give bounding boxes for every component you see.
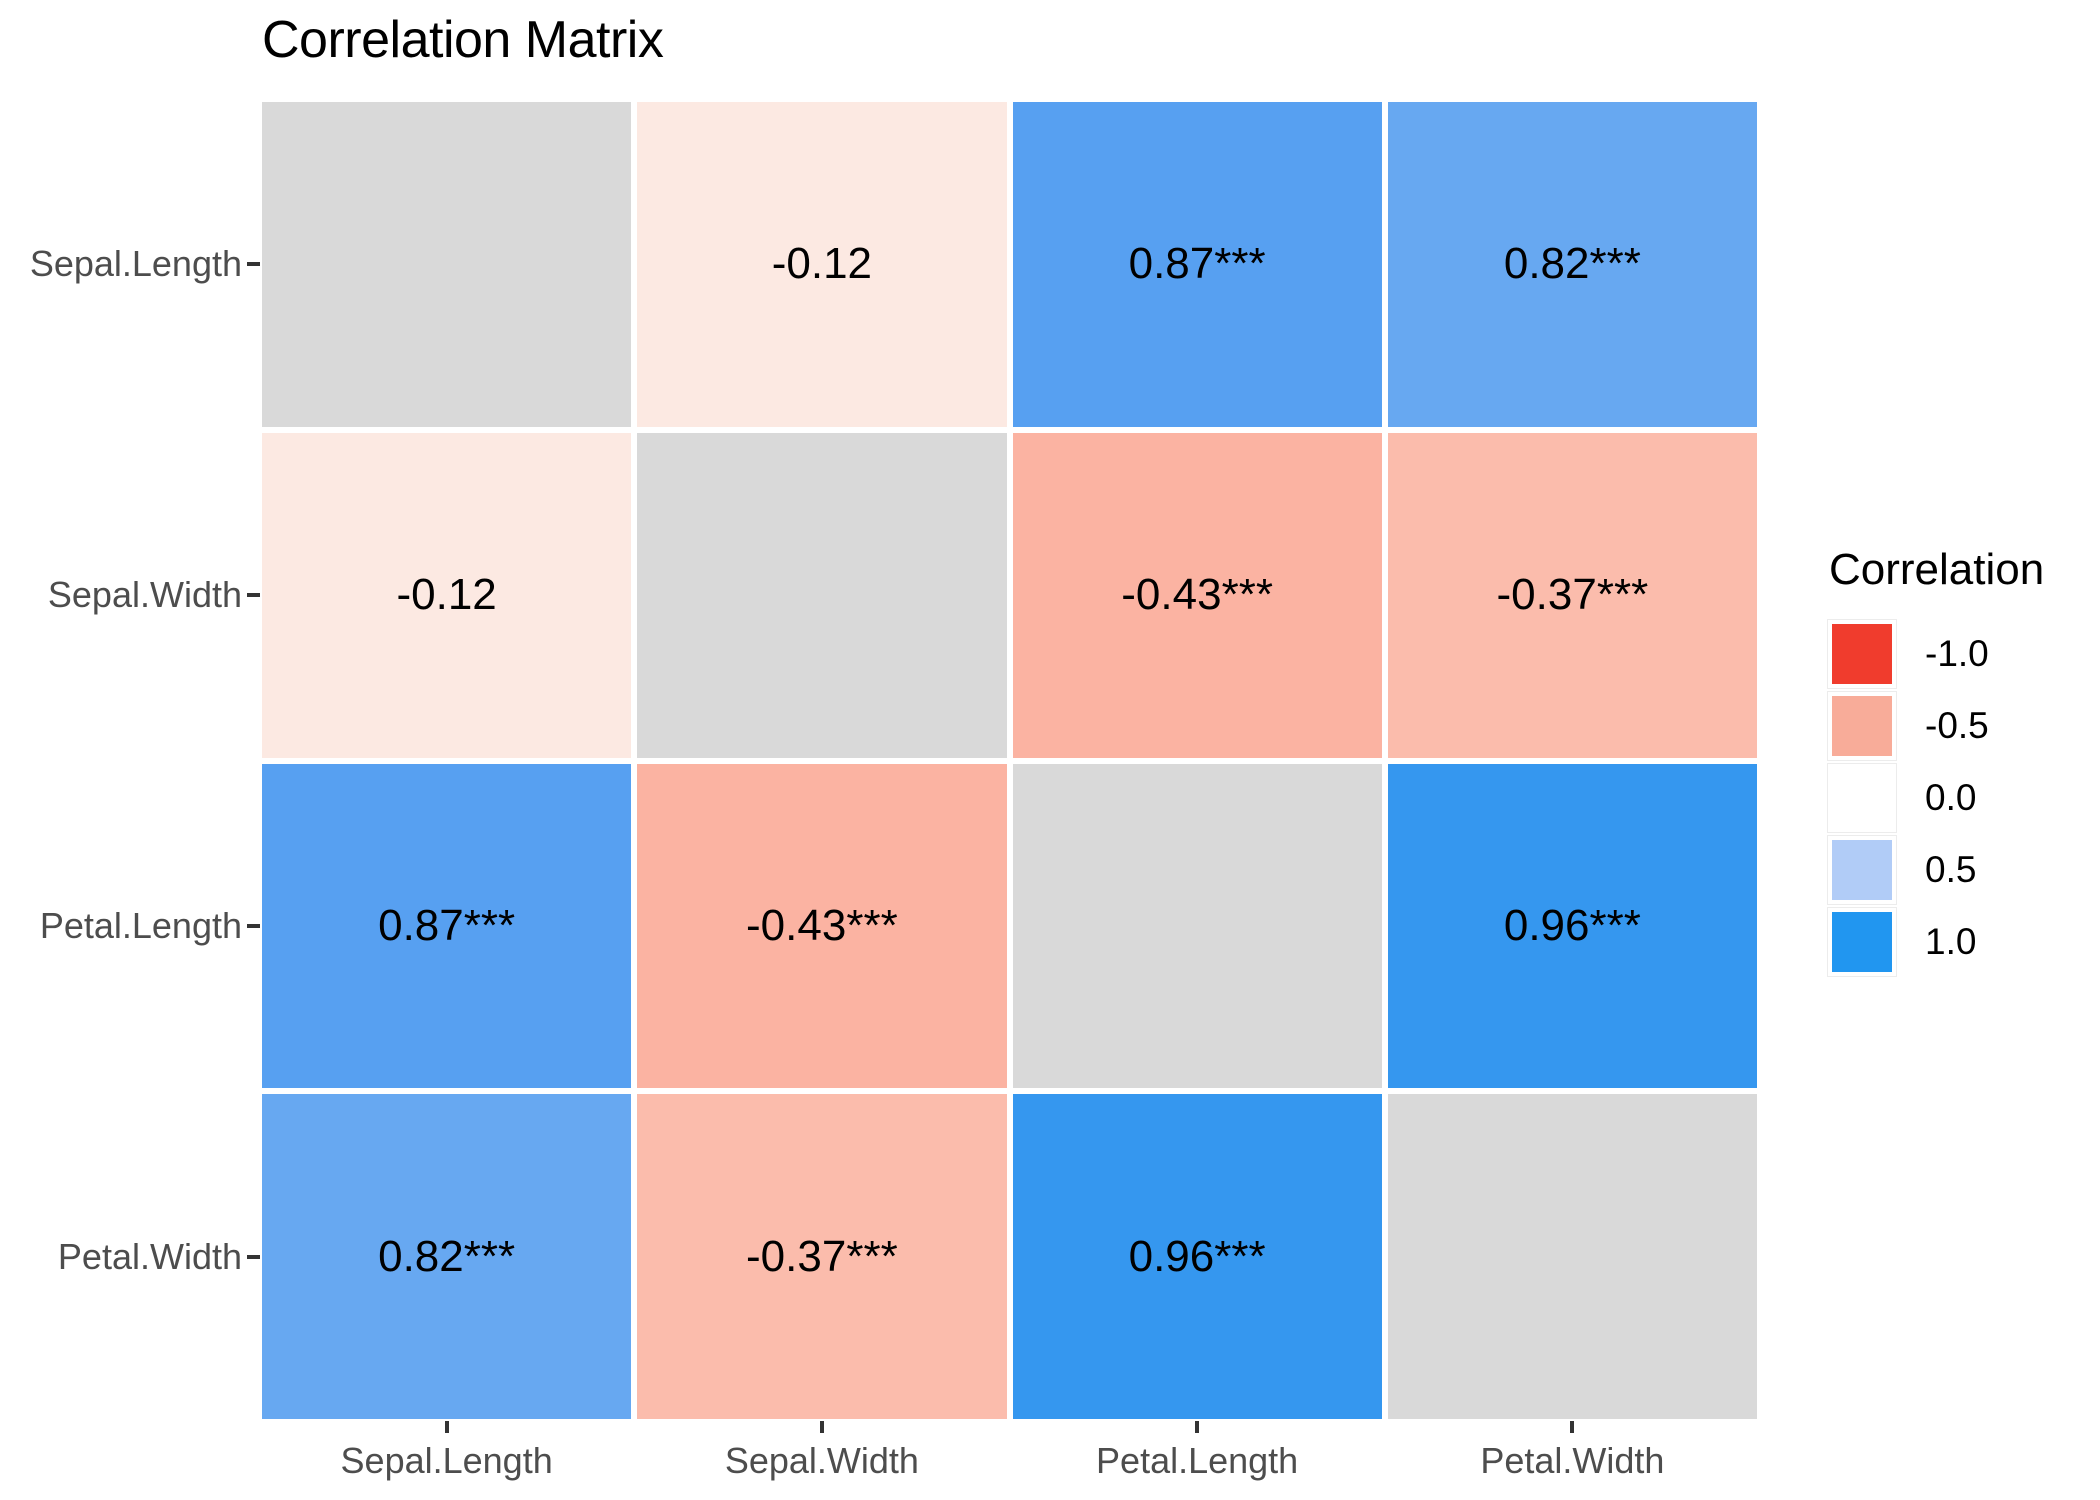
legend-label: 0.5: [1925, 849, 1977, 890]
matrix-cell: -0.12: [637, 102, 1007, 427]
cell-value-label: -0.12: [396, 570, 497, 620]
matrix-cell: -0.37***: [1387, 432, 1757, 758]
legend-entry: -0.5: [1827, 691, 2044, 761]
x-tick: [444, 1421, 449, 1433]
cell-value-label: -0.43***: [1121, 570, 1273, 620]
legend-key: [1827, 763, 1897, 833]
y-axis-label: Sepal.Width: [47, 574, 242, 616]
x-axis-label: Sepal.Width: [724, 1440, 919, 1481]
cell-value-label: 0.96***: [1503, 900, 1641, 950]
y-axis-label: Sepal.Length: [29, 243, 242, 285]
matrix-cell: 0.87***: [262, 763, 632, 1089]
legend-swatch: [1832, 768, 1892, 828]
legend-swatch: [1832, 912, 1892, 972]
legend-key: [1827, 619, 1897, 689]
matrix-cell: 0.87***: [1012, 102, 1382, 427]
legend-label: 0.0: [1925, 777, 1977, 818]
y-axis-label: Petal.Width: [57, 1235, 242, 1277]
x-tick: [1570, 1421, 1575, 1433]
matrix-cell: -0.37***: [637, 1094, 1007, 1419]
x-tick: [1195, 1421, 1200, 1433]
matrix-cell: [637, 432, 1007, 758]
x-tick: [819, 1421, 824, 1433]
matrix-cell: 0.96***: [1387, 763, 1757, 1089]
legend-key: [1827, 907, 1897, 977]
y-tick: [247, 262, 260, 267]
heatmap-grid: -0.12 0.87*** 0.82*** -0.12 -0.43*** -0.37***…: [262, 102, 1757, 1419]
legend-label: 1.0: [1925, 921, 1977, 962]
legend-swatch: [1832, 840, 1892, 900]
legend-entry: 1.0: [1827, 907, 2044, 977]
matrix-cell: [262, 102, 632, 427]
legend-swatch: [1832, 696, 1892, 756]
legend-entry: 0.0: [1827, 763, 2044, 833]
legend-key: [1827, 691, 1897, 761]
matrix-cell: -0.43***: [637, 763, 1007, 1089]
legend-label: -1.0: [1925, 633, 1989, 674]
matrix-cell: 0.96***: [1012, 1094, 1382, 1419]
y-tick: [247, 1254, 260, 1259]
matrix-cell: 0.82***: [1387, 102, 1757, 427]
cell-value-label: -0.12: [771, 239, 873, 289]
legend-entry: 0.5: [1827, 835, 2044, 905]
matrix-cell: [1387, 1094, 1757, 1419]
cell-value-label: -0.37***: [746, 1231, 898, 1281]
cell-value-label: 0.96***: [1128, 1231, 1266, 1281]
matrix-cell: -0.43***: [1012, 432, 1382, 758]
cell-value-label: -0.37***: [1496, 570, 1649, 620]
legend-entries: -1.0 -0.5 0.0 0.5 1.0: [1827, 619, 2044, 977]
y-axis-label: Petal.Length: [39, 904, 242, 946]
y-tick: [247, 923, 260, 928]
cell-value-label: -0.43***: [746, 900, 898, 950]
x-axis-label: Petal.Length: [1096, 1440, 1299, 1481]
cell-value-label: 0.82***: [378, 1231, 516, 1281]
cell-value-label: 0.87***: [378, 900, 516, 950]
matrix-cell: -0.12: [262, 432, 632, 758]
x-axis-label: Sepal.Length: [340, 1440, 553, 1481]
legend-title: Correlation: [1829, 545, 2045, 594]
x-axis-label: Petal.Width: [1480, 1440, 1665, 1481]
cell-value-label: 0.82***: [1503, 239, 1641, 289]
legend-label: -0.5: [1925, 705, 1989, 746]
matrix-cell: [1012, 763, 1382, 1089]
y-tick: [247, 593, 260, 598]
legend-key: [1827, 835, 1897, 905]
page-title: Correlation Matrix: [262, 11, 664, 69]
legend-swatch: [1832, 624, 1892, 684]
legend: Correlation -1.0 -0.5 0.0 0.5 1.0: [1827, 545, 2044, 979]
matrix-cell: 0.82***: [262, 1094, 632, 1419]
cell-value-label: 0.87***: [1128, 239, 1266, 289]
legend-entry: -1.0: [1827, 619, 2044, 689]
